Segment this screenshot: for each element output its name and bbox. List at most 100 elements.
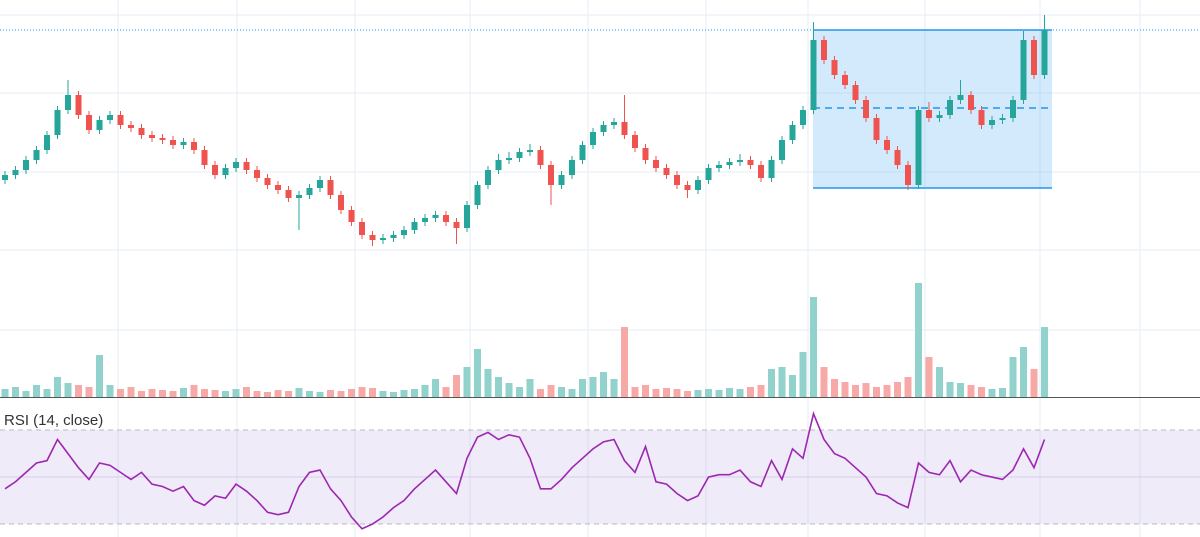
volume-bar	[547, 385, 555, 397]
candle-body	[936, 115, 943, 118]
volume-bar	[579, 379, 586, 397]
candle-body	[12, 170, 19, 175]
volume-bar	[474, 349, 481, 397]
candle-body	[170, 140, 176, 145]
candle-body	[296, 195, 302, 198]
candle-body	[642, 148, 649, 160]
candle-body	[233, 162, 239, 168]
candle-body	[348, 210, 355, 222]
candle-body	[1041, 30, 1048, 75]
candle-body	[380, 238, 386, 240]
volume-bar	[652, 389, 660, 397]
volume-bar	[400, 390, 408, 397]
volume-bar	[600, 372, 607, 397]
candle-body	[1020, 40, 1027, 100]
volume-bar	[222, 391, 229, 397]
volume-bar	[1020, 347, 1027, 397]
candle-body	[506, 158, 512, 160]
candle-body	[789, 125, 796, 140]
volume-bar	[736, 389, 744, 397]
volume-bar	[358, 387, 366, 397]
volume-bar	[243, 387, 250, 397]
candle-body	[464, 205, 470, 228]
candle-body	[180, 142, 187, 145]
volume-bar	[820, 367, 828, 397]
candle-body	[453, 222, 460, 228]
volume-bar	[85, 387, 93, 397]
volume-bar	[295, 388, 303, 397]
volume-bar	[495, 377, 502, 397]
volume-bar	[1009, 357, 1017, 397]
candle-body	[1031, 40, 1037, 75]
volume-bar	[442, 387, 450, 397]
candle-body	[779, 140, 785, 160]
volume-bar	[285, 391, 292, 397]
volume-bar	[316, 392, 324, 397]
volume-bar	[673, 389, 681, 397]
volume-bar	[64, 383, 72, 397]
candle-body	[285, 190, 292, 198]
candle-body	[842, 75, 848, 85]
candle-body	[159, 138, 166, 140]
candle-body	[495, 160, 502, 170]
candle-body	[831, 60, 838, 75]
volume-bar	[264, 392, 271, 397]
candle-body	[75, 95, 82, 115]
volume-bar	[1030, 369, 1038, 397]
volume-bar	[663, 388, 670, 397]
volume-bar	[190, 385, 198, 397]
volume-bar	[12, 387, 19, 397]
volume-bar	[505, 383, 513, 397]
volume-bar	[967, 385, 975, 397]
volume-bar	[768, 369, 775, 397]
volume-bar	[148, 389, 156, 397]
volume-bar	[127, 387, 135, 397]
volume-bar	[453, 375, 460, 397]
candle-body	[2, 175, 8, 180]
volume-bar	[568, 389, 576, 397]
volume-bar	[337, 391, 345, 397]
candle-body	[663, 168, 670, 175]
candle-body	[999, 118, 1006, 120]
candle-body	[705, 168, 712, 180]
volume-bar	[232, 389, 240, 397]
range-box	[813, 30, 1052, 188]
candle-body	[852, 85, 859, 100]
rsi-band	[0, 430, 1200, 524]
volume-bar	[421, 385, 429, 397]
candle-body	[432, 215, 439, 218]
candle-body	[947, 100, 953, 115]
candle-body	[443, 215, 449, 222]
candle-body	[695, 180, 701, 190]
candle-body	[201, 150, 208, 165]
volume-bar	[684, 391, 691, 397]
candle-body	[44, 135, 50, 150]
volume-bar	[526, 379, 534, 397]
candle-body	[243, 162, 250, 170]
volume-bar	[747, 387, 754, 397]
candle-body	[149, 135, 155, 138]
volume-bar	[106, 385, 114, 397]
candle-body	[978, 110, 985, 125]
volume-bar	[411, 389, 418, 397]
volume-bar	[894, 382, 901, 397]
volume-bar	[904, 377, 912, 397]
candle-body	[254, 170, 260, 178]
volume-bar	[253, 391, 261, 397]
candle-body	[989, 120, 995, 125]
volume-bar	[957, 383, 964, 397]
candle-body	[359, 222, 365, 235]
candle-body	[758, 165, 764, 178]
candle-body	[222, 168, 229, 175]
candle-body	[926, 110, 932, 118]
candle-body	[86, 115, 92, 130]
candle-body	[653, 160, 659, 168]
volume-bar	[694, 390, 702, 397]
volume-bar	[33, 385, 40, 397]
candle-body	[821, 40, 827, 60]
volume-bar	[883, 385, 891, 397]
candle-body	[548, 165, 554, 185]
volume-bar	[936, 367, 943, 397]
